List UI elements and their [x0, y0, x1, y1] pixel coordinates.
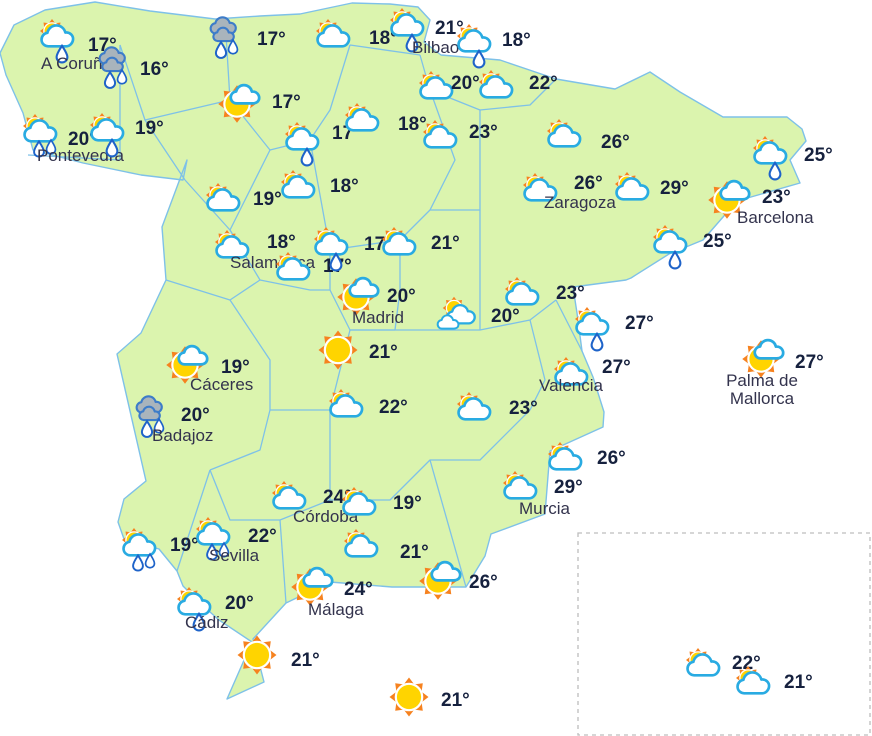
svg-text:Palma de: Palma de: [726, 371, 798, 390]
svg-text:21°: 21°: [431, 233, 460, 254]
svg-text:22°: 22°: [248, 526, 277, 547]
svg-text:Bilbao: Bilbao: [412, 38, 459, 57]
svg-text:19°: 19°: [393, 493, 422, 514]
svg-text:23°: 23°: [509, 398, 538, 419]
svg-text:Valencia: Valencia: [539, 376, 603, 395]
svg-text:Murcia: Murcia: [519, 499, 571, 518]
svg-text:Mallorca: Mallorca: [730, 389, 795, 408]
svg-text:26°: 26°: [574, 173, 603, 194]
svg-text:23°: 23°: [762, 187, 791, 208]
svg-text:25°: 25°: [703, 231, 732, 252]
svg-text:18°: 18°: [398, 114, 427, 135]
svg-text:21°: 21°: [441, 690, 470, 711]
svg-text:27°: 27°: [602, 357, 631, 378]
svg-text:20°: 20°: [491, 306, 520, 327]
svg-text:21°: 21°: [369, 342, 398, 363]
svg-text:19°: 19°: [253, 189, 282, 210]
svg-text:27°: 27°: [625, 313, 654, 334]
svg-text:21°: 21°: [291, 650, 320, 671]
svg-text:23°: 23°: [469, 122, 498, 143]
svg-text:19°: 19°: [135, 118, 164, 139]
svg-text:23°: 23°: [556, 283, 585, 304]
svg-text:17°: 17°: [272, 92, 301, 113]
svg-text:25°: 25°: [804, 145, 833, 166]
svg-text:20°: 20°: [451, 73, 480, 94]
svg-text:29°: 29°: [554, 477, 583, 498]
svg-text:Zaragoza: Zaragoza: [544, 193, 616, 212]
svg-text:21°: 21°: [784, 672, 813, 693]
svg-text:Sevilla: Sevilla: [209, 546, 260, 565]
svg-text:Barcelona: Barcelona: [737, 208, 814, 227]
svg-text:16°: 16°: [140, 59, 169, 80]
svg-text:24°: 24°: [344, 579, 373, 600]
svg-text:26°: 26°: [601, 132, 630, 153]
svg-text:29°: 29°: [660, 178, 689, 199]
svg-text:26°: 26°: [469, 572, 498, 593]
svg-text:17°: 17°: [257, 29, 286, 50]
svg-text:19°: 19°: [170, 535, 199, 556]
svg-text:22°: 22°: [379, 397, 408, 418]
svg-text:21°: 21°: [400, 542, 429, 563]
svg-text:20°: 20°: [225, 593, 254, 614]
svg-text:Madrid: Madrid: [352, 308, 404, 327]
svg-text:18°: 18°: [502, 30, 531, 51]
svg-text:22°: 22°: [529, 73, 558, 94]
svg-text:20°: 20°: [181, 405, 210, 426]
svg-text:18°: 18°: [267, 232, 296, 253]
svg-text:Badajoz: Badajoz: [152, 426, 213, 445]
svg-text:26°: 26°: [597, 448, 626, 469]
svg-text:Málaga: Málaga: [308, 600, 364, 619]
svg-text:20°: 20°: [387, 286, 416, 307]
svg-text:Cádiz: Cádiz: [185, 613, 228, 632]
svg-text:18°: 18°: [330, 176, 359, 197]
svg-text:27°: 27°: [795, 352, 824, 373]
svg-text:Cáceres: Cáceres: [190, 375, 253, 394]
